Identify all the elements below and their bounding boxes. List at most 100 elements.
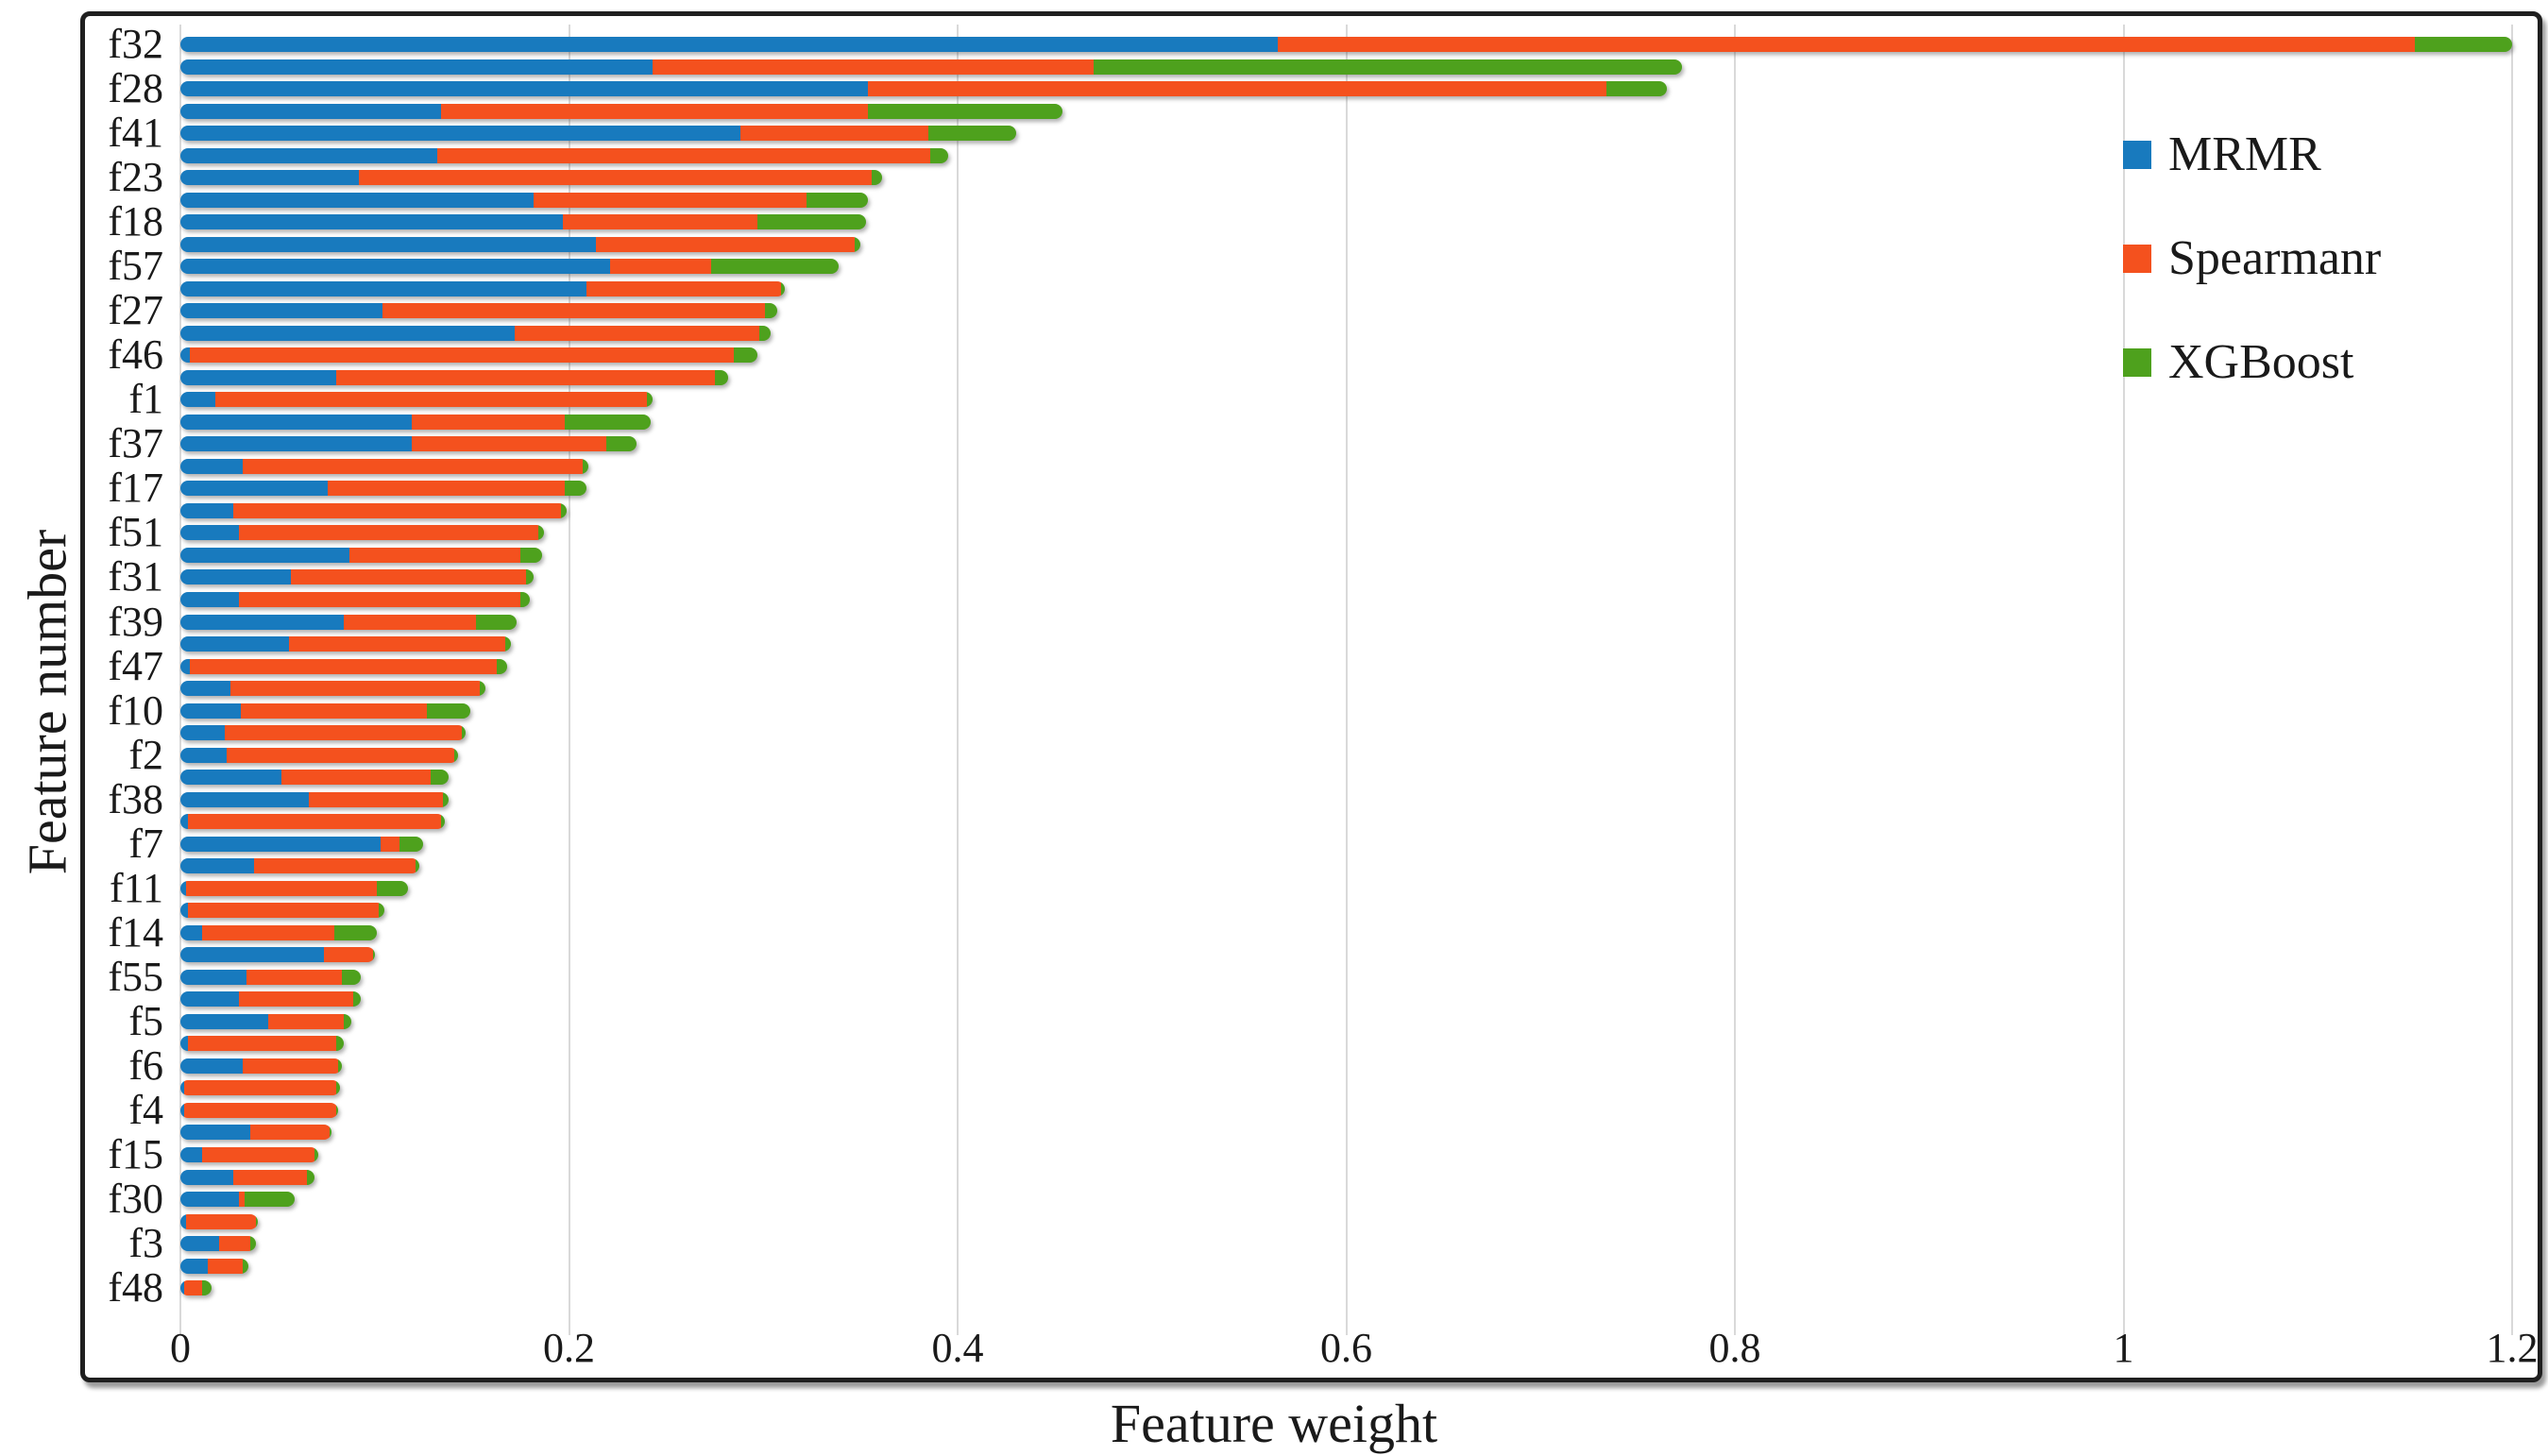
segment-spearmanr	[343, 614, 476, 630]
y-label-f41: f41	[108, 110, 163, 157]
segment-xgboost	[759, 325, 772, 341]
segment-mrmr	[180, 436, 412, 452]
segment-spearmanr	[739, 126, 929, 142]
x-axis-title: Feature weight	[1110, 1393, 1438, 1454]
bar-f57	[180, 259, 840, 275]
bar-row-8	[180, 192, 869, 208]
segment-xgboost	[343, 1013, 352, 1029]
bar-f3	[180, 1236, 257, 1252]
bar-row-12	[180, 280, 785, 296]
segment-spearmanr	[238, 592, 521, 607]
segment-mrmr	[180, 170, 360, 186]
gridline-0	[179, 25, 181, 1335]
bar-row-16	[180, 369, 729, 385]
segment-mrmr	[180, 1013, 268, 1029]
legend-swatch-mrmr	[2123, 141, 2151, 169]
bar-f6	[180, 1058, 342, 1074]
x-tick-label: 1.2	[2486, 1325, 2539, 1371]
bar-f51	[180, 525, 544, 541]
bar-row-34	[180, 770, 449, 786]
y-label-f7: f7	[128, 820, 163, 867]
segment-mrmr	[180, 903, 189, 919]
bar-row-44	[180, 991, 362, 1007]
segment-xgboost	[646, 392, 653, 408]
y-label-f6: f6	[128, 1041, 163, 1089]
segment-mrmr	[180, 592, 239, 607]
segment-xgboost	[479, 681, 486, 697]
bar-f30	[180, 1192, 296, 1208]
segment-spearmanr	[868, 81, 1607, 97]
segment-xgboost	[520, 592, 531, 607]
segment-xgboost	[765, 303, 777, 319]
segment-mrmr	[180, 658, 191, 674]
segment-xgboost	[806, 192, 869, 208]
segment-mrmr	[180, 1102, 185, 1118]
bar-f15	[180, 1147, 319, 1162]
segment-xgboost	[714, 369, 729, 385]
segment-xgboost	[330, 1125, 332, 1141]
segment-mrmr	[180, 614, 344, 630]
segment-xgboost	[376, 880, 408, 896]
bar-row-48	[180, 1080, 340, 1096]
segment-mrmr	[180, 525, 239, 541]
segment-mrmr	[180, 1169, 233, 1185]
segment-xgboost	[378, 903, 385, 919]
segment-spearmanr	[534, 192, 807, 208]
segment-xgboost	[242, 1258, 248, 1274]
segment-spearmanr	[184, 1102, 336, 1118]
segment-mrmr	[180, 969, 246, 985]
x-tick-label: 1	[2113, 1325, 2134, 1371]
segment-mrmr	[180, 1036, 189, 1052]
segment-xgboost	[565, 414, 651, 430]
segment-xgboost	[440, 814, 445, 830]
segment-spearmanr	[201, 1147, 314, 1162]
segment-mrmr	[180, 259, 610, 275]
segment-xgboost	[504, 636, 511, 652]
legend-label: Spearmanr	[2168, 231, 2382, 285]
segment-xgboost	[2415, 37, 2512, 52]
legend-label: MRMR	[2168, 127, 2321, 181]
segment-xgboost	[462, 725, 467, 741]
bar-f38	[180, 791, 449, 807]
segment-xgboost	[399, 836, 424, 852]
bar-row-28	[180, 636, 511, 652]
segment-mrmr	[180, 126, 740, 142]
segment-xgboost	[710, 259, 840, 275]
segment-spearmanr	[238, 525, 538, 541]
segment-spearmanr	[240, 703, 428, 719]
legend-entry-mrmr: MRMR	[2123, 130, 2381, 179]
segment-spearmanr	[380, 836, 400, 852]
segment-mrmr	[180, 325, 515, 341]
segment-mrmr	[180, 1280, 185, 1296]
segment-xgboost	[442, 791, 449, 807]
bar-f7	[180, 836, 424, 852]
segment-mrmr	[180, 858, 255, 874]
segment-xgboost	[306, 1169, 314, 1185]
segment-mrmr	[180, 703, 241, 719]
segment-mrmr	[180, 37, 1279, 52]
bar-f2	[180, 747, 459, 763]
segment-spearmanr	[238, 991, 354, 1007]
bar-f32	[180, 37, 2512, 52]
segment-mrmr	[180, 1192, 239, 1208]
segment-mrmr	[180, 791, 309, 807]
segment-mrmr	[180, 991, 239, 1007]
bar-row-52	[180, 1169, 314, 1185]
legend-entry-spearmanr: Spearmanr	[2123, 234, 2381, 283]
y-label-f55: f55	[108, 953, 163, 1000]
segment-xgboost	[335, 1080, 340, 1096]
segment-mrmr	[180, 1213, 187, 1229]
segment-spearmanr	[250, 1125, 331, 1141]
segment-spearmanr	[190, 347, 735, 364]
gridline-1	[2122, 25, 2125, 1335]
bar-row-36	[180, 814, 445, 830]
segment-spearmanr	[219, 1236, 251, 1252]
segment-mrmr	[180, 747, 228, 763]
bar-f46	[180, 347, 758, 364]
segment-xgboost	[353, 991, 362, 1007]
segment-spearmanr	[186, 880, 377, 896]
y-label-f17: f17	[108, 465, 163, 512]
bar-f5	[180, 1013, 352, 1029]
bar-row-26	[180, 592, 531, 607]
